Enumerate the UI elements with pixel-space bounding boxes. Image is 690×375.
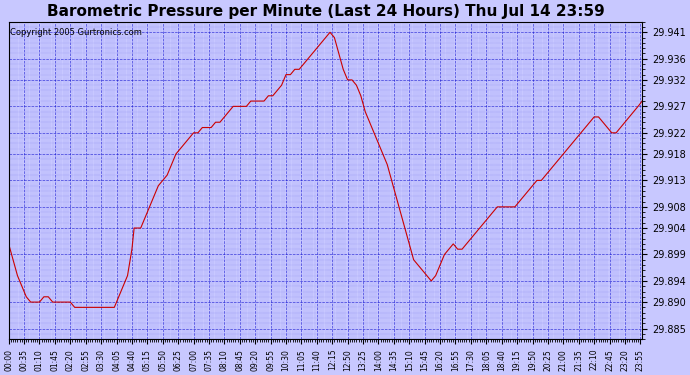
Title: Barometric Pressure per Minute (Last 24 Hours) Thu Jul 14 23:59: Barometric Pressure per Minute (Last 24 … <box>46 4 604 19</box>
Text: Copyright 2005 Gurtronics.com: Copyright 2005 Gurtronics.com <box>10 28 142 37</box>
